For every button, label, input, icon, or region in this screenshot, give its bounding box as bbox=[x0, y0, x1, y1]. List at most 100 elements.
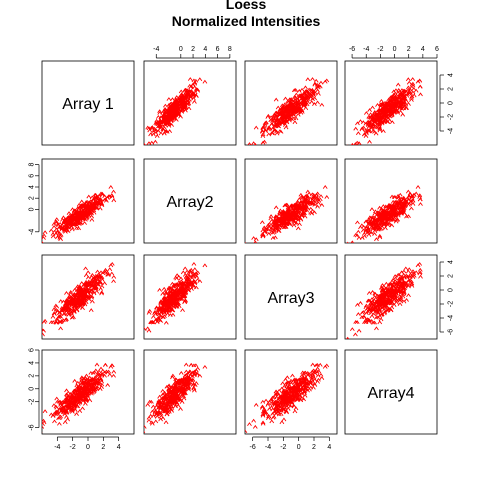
data-point bbox=[414, 90, 418, 93]
data-point bbox=[304, 107, 308, 110]
data-point bbox=[292, 224, 296, 227]
panel-0-1 bbox=[138, 61, 236, 148]
chart-title: Loess bbox=[226, 0, 267, 12]
data-point bbox=[86, 271, 90, 274]
panel-1-3 bbox=[345, 159, 437, 248]
data-point bbox=[346, 145, 350, 148]
panel-0-0: Array 1 bbox=[42, 61, 134, 145]
data-point bbox=[64, 416, 68, 419]
data-point bbox=[203, 264, 207, 267]
data-point bbox=[414, 271, 418, 274]
panel-2-1 bbox=[138, 255, 236, 340]
data-point bbox=[112, 199, 116, 202]
data-point bbox=[184, 363, 188, 366]
data-point bbox=[81, 407, 85, 410]
variable-label: Array3 bbox=[267, 290, 314, 307]
data-point bbox=[192, 101, 196, 104]
data-point bbox=[84, 267, 88, 270]
data-point bbox=[203, 81, 207, 84]
data-point bbox=[419, 93, 423, 96]
data-point bbox=[52, 231, 56, 234]
panel-1-2 bbox=[243, 159, 337, 248]
data-point bbox=[108, 374, 112, 377]
data-point bbox=[57, 423, 61, 426]
data-point bbox=[188, 78, 192, 81]
data-point bbox=[95, 363, 99, 366]
data-point bbox=[325, 196, 329, 199]
data-point bbox=[112, 375, 116, 378]
data-point bbox=[110, 272, 114, 275]
panel-frame bbox=[144, 255, 236, 339]
data-point bbox=[99, 288, 103, 291]
data-point bbox=[42, 234, 46, 237]
data-point bbox=[247, 245, 251, 248]
data-point bbox=[325, 79, 329, 82]
data-point bbox=[73, 380, 77, 383]
data-point bbox=[179, 372, 183, 375]
data-point bbox=[90, 219, 94, 222]
data-point bbox=[320, 104, 324, 107]
data-point bbox=[407, 294, 411, 297]
data-point bbox=[80, 282, 84, 285]
data-point bbox=[38, 242, 42, 245]
data-point bbox=[384, 283, 388, 286]
data-point bbox=[407, 103, 411, 106]
data-point bbox=[416, 186, 420, 189]
data-point bbox=[310, 101, 314, 104]
data-point bbox=[99, 271, 103, 274]
data-point bbox=[371, 106, 375, 109]
variable-label: Array 1 bbox=[62, 96, 114, 113]
data-point bbox=[319, 82, 323, 85]
data-point bbox=[370, 208, 374, 211]
data-point bbox=[404, 267, 408, 270]
data-point bbox=[171, 314, 175, 317]
data-point bbox=[192, 263, 196, 266]
data-point bbox=[355, 221, 359, 224]
data-point bbox=[187, 107, 191, 110]
data-point bbox=[155, 416, 159, 419]
panel-frame bbox=[42, 159, 134, 243]
data-point bbox=[138, 423, 142, 426]
points bbox=[38, 263, 116, 341]
data-point bbox=[189, 364, 193, 367]
data-point bbox=[159, 415, 163, 418]
panel-2-2: Array3 bbox=[245, 255, 337, 339]
chart-subtitle: Normalized Intensities bbox=[172, 13, 321, 29]
data-point bbox=[198, 78, 202, 81]
data-point bbox=[406, 78, 410, 81]
data-point bbox=[311, 78, 315, 81]
data-point bbox=[181, 309, 185, 312]
data-point bbox=[378, 207, 382, 210]
data-point bbox=[104, 364, 108, 367]
data-point bbox=[84, 374, 88, 377]
data-point bbox=[409, 207, 413, 210]
data-point bbox=[316, 93, 320, 96]
data-point bbox=[154, 420, 158, 423]
data-point bbox=[252, 142, 256, 145]
data-point bbox=[356, 313, 360, 316]
data-point bbox=[253, 241, 257, 244]
panel-3-2 bbox=[243, 350, 337, 434]
panel-3-0 bbox=[38, 350, 134, 434]
data-point bbox=[374, 327, 378, 330]
data-point bbox=[147, 420, 151, 423]
data-point bbox=[49, 229, 53, 232]
data-point bbox=[203, 366, 207, 369]
data-point bbox=[419, 276, 423, 279]
data-point bbox=[112, 190, 116, 193]
panel-2-0 bbox=[38, 255, 134, 340]
data-point bbox=[306, 190, 310, 193]
data-point bbox=[153, 141, 157, 144]
data-point bbox=[103, 282, 107, 285]
data-point bbox=[196, 367, 200, 370]
points bbox=[243, 186, 329, 248]
data-point bbox=[83, 403, 87, 406]
points bbox=[138, 263, 207, 341]
data-point bbox=[64, 292, 68, 295]
data-point bbox=[350, 241, 354, 244]
data-point bbox=[171, 98, 175, 101]
data-point bbox=[55, 407, 59, 410]
data-point bbox=[406, 190, 410, 193]
data-point bbox=[411, 78, 415, 81]
